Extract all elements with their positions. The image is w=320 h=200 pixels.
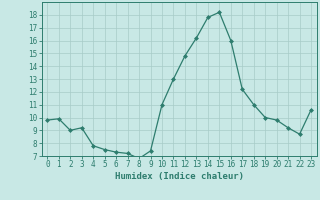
X-axis label: Humidex (Indice chaleur): Humidex (Indice chaleur) (115, 172, 244, 181)
